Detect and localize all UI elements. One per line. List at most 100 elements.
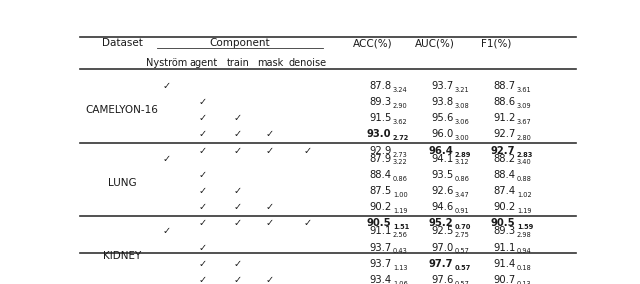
Text: 88.6: 88.6 <box>493 97 515 107</box>
Text: 96.0: 96.0 <box>431 130 454 139</box>
Text: 3.06: 3.06 <box>455 119 470 125</box>
Text: 88.4: 88.4 <box>493 170 515 180</box>
Text: 1.13: 1.13 <box>393 265 408 271</box>
Text: 0.86: 0.86 <box>455 176 470 182</box>
Text: 3.67: 3.67 <box>517 119 532 125</box>
Text: 91.5: 91.5 <box>369 113 392 123</box>
Text: 91.2: 91.2 <box>493 113 515 123</box>
Text: ✓: ✓ <box>234 218 242 228</box>
Text: 94.6: 94.6 <box>431 202 454 212</box>
Text: 1.59: 1.59 <box>517 224 533 230</box>
Text: 87.8: 87.8 <box>369 81 392 91</box>
Text: 2.98: 2.98 <box>517 232 532 238</box>
Text: 0.70: 0.70 <box>455 224 471 230</box>
Text: 88.4: 88.4 <box>369 170 392 180</box>
Text: 0.18: 0.18 <box>517 265 532 271</box>
Text: 92.7: 92.7 <box>493 130 515 139</box>
Text: ✓: ✓ <box>199 259 207 269</box>
Text: 90.2: 90.2 <box>369 202 392 212</box>
Text: ✓: ✓ <box>266 146 274 156</box>
Text: 89.3: 89.3 <box>369 97 392 107</box>
Text: 93.5: 93.5 <box>431 170 454 180</box>
Text: ✓: ✓ <box>163 226 171 236</box>
Text: 3.09: 3.09 <box>517 103 532 109</box>
Text: ✓: ✓ <box>199 218 207 228</box>
Text: ✓: ✓ <box>234 275 242 284</box>
Text: 93.4: 93.4 <box>369 275 392 284</box>
Text: ✓: ✓ <box>199 113 207 123</box>
Text: ✓: ✓ <box>234 113 242 123</box>
Text: 1.06: 1.06 <box>393 281 408 284</box>
Text: Nyström: Nyström <box>146 57 188 68</box>
Text: ✓: ✓ <box>266 275 274 284</box>
Text: 90.7: 90.7 <box>493 275 515 284</box>
Text: 2.83: 2.83 <box>517 152 533 158</box>
Text: 2.75: 2.75 <box>455 232 470 238</box>
Text: 87.9: 87.9 <box>369 154 392 164</box>
Text: 88.2: 88.2 <box>493 154 515 164</box>
Text: 0.94: 0.94 <box>517 248 532 254</box>
Text: 0.43: 0.43 <box>393 248 408 254</box>
Text: 96.4: 96.4 <box>429 146 454 156</box>
Text: 2.72: 2.72 <box>393 135 410 141</box>
Text: ✓: ✓ <box>163 154 171 164</box>
Text: 3.08: 3.08 <box>455 103 470 109</box>
Text: 95.6: 95.6 <box>431 113 454 123</box>
Text: ✓: ✓ <box>266 202 274 212</box>
Text: 93.0: 93.0 <box>367 130 392 139</box>
Text: 0.57: 0.57 <box>455 248 470 254</box>
Text: ✓: ✓ <box>199 146 207 156</box>
Text: 1.02: 1.02 <box>517 192 532 198</box>
Text: 87.4: 87.4 <box>493 186 515 196</box>
Text: ✓: ✓ <box>234 259 242 269</box>
Text: ✓: ✓ <box>199 97 207 107</box>
Text: 87.5: 87.5 <box>369 186 392 196</box>
Text: mask: mask <box>257 57 283 68</box>
Text: 3.22: 3.22 <box>393 159 408 166</box>
Text: ✓: ✓ <box>266 218 274 228</box>
Text: 90.5: 90.5 <box>491 218 515 228</box>
Text: 91.1: 91.1 <box>369 226 392 236</box>
Text: 91.1: 91.1 <box>493 243 515 252</box>
Text: 3.21: 3.21 <box>455 87 470 93</box>
Text: 97.6: 97.6 <box>431 275 454 284</box>
Text: denoise: denoise <box>288 57 326 68</box>
Text: 92.6: 92.6 <box>431 186 454 196</box>
Text: ✓: ✓ <box>234 202 242 212</box>
Text: Dataset: Dataset <box>102 38 143 48</box>
Text: 3.12: 3.12 <box>455 159 470 166</box>
Text: 97.0: 97.0 <box>431 243 454 252</box>
Text: 1.19: 1.19 <box>517 208 531 214</box>
Text: 1.19: 1.19 <box>393 208 408 214</box>
Text: 3.24: 3.24 <box>393 87 408 93</box>
Text: ✓: ✓ <box>199 170 207 180</box>
Text: 2.56: 2.56 <box>393 232 408 238</box>
Text: ACC(%): ACC(%) <box>353 38 392 48</box>
Text: ✓: ✓ <box>199 186 207 196</box>
Text: 92.9: 92.9 <box>369 146 392 156</box>
Text: 3.40: 3.40 <box>517 159 532 166</box>
Text: 90.2: 90.2 <box>493 202 515 212</box>
Text: 93.8: 93.8 <box>431 97 454 107</box>
Text: 2.90: 2.90 <box>393 103 408 109</box>
Text: 2.80: 2.80 <box>517 135 532 141</box>
Text: Component: Component <box>210 38 270 48</box>
Text: ✓: ✓ <box>199 130 207 139</box>
Text: 3.00: 3.00 <box>455 135 470 141</box>
Text: 2.89: 2.89 <box>455 152 471 158</box>
Text: LUNG: LUNG <box>108 178 136 188</box>
Text: 89.3: 89.3 <box>493 226 515 236</box>
Text: ✓: ✓ <box>234 130 242 139</box>
Text: 92.7: 92.7 <box>491 146 515 156</box>
Text: 0.91: 0.91 <box>455 208 470 214</box>
Text: F1(%): F1(%) <box>481 38 512 48</box>
Text: ✓: ✓ <box>163 81 171 91</box>
Text: 3.61: 3.61 <box>517 87 532 93</box>
Text: ✓: ✓ <box>234 146 242 156</box>
Text: KIDNEY: KIDNEY <box>103 250 141 261</box>
Text: 1.00: 1.00 <box>393 192 408 198</box>
Text: agent: agent <box>189 57 217 68</box>
Text: 94.1: 94.1 <box>431 154 454 164</box>
Text: 2.73: 2.73 <box>393 152 408 158</box>
Text: 92.5: 92.5 <box>431 226 454 236</box>
